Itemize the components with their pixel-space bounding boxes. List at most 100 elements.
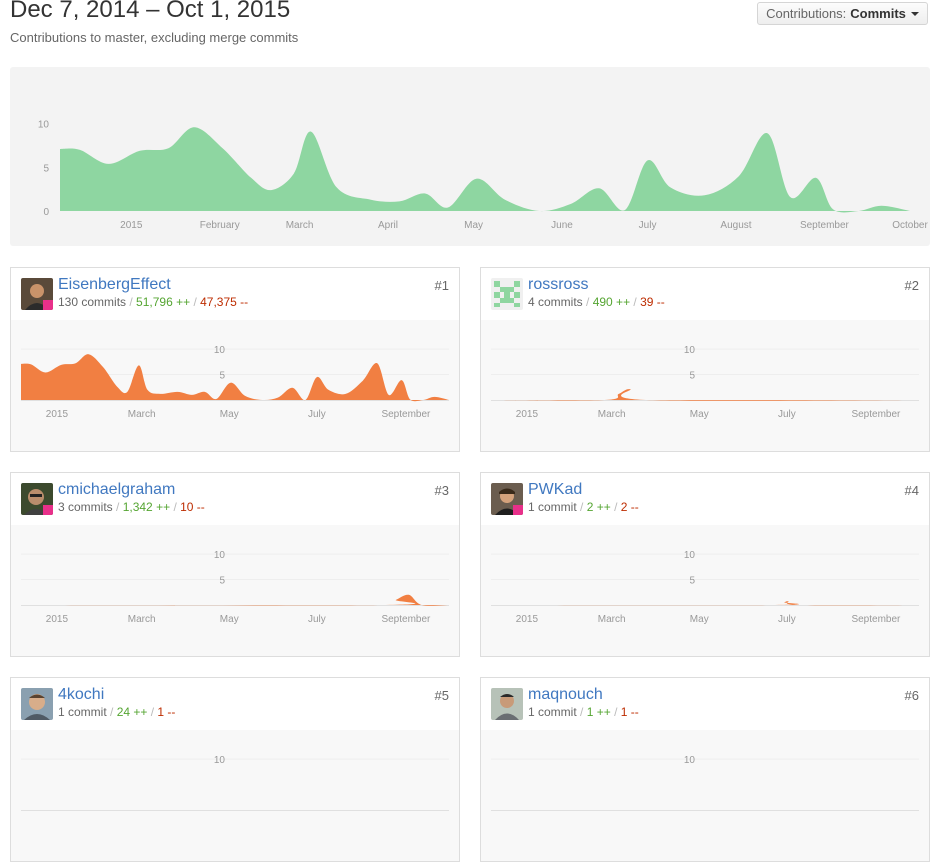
x-tick-label: May <box>690 409 709 420</box>
additions-count: 1 ++ <box>586 705 611 719</box>
deletions-count: 1 -- <box>157 705 176 719</box>
x-tick-label: March <box>128 614 156 625</box>
x-tick-label: 2015 <box>516 614 539 625</box>
x-tick-label: July <box>639 220 657 231</box>
area-series <box>21 354 449 402</box>
contributor-card: maqnouch 1 commit / 1 ++ / 1 -- #6 10 <box>480 677 930 862</box>
x-tick-label: 2015 <box>46 614 69 625</box>
y-tick-label: 5 <box>689 576 695 587</box>
contributions-value: Commits <box>850 6 906 21</box>
avatar[interactable] <box>491 688 523 720</box>
area-series <box>21 594 449 606</box>
x-tick-label: July <box>308 614 326 625</box>
additions-count: 51,796 ++ <box>136 295 191 309</box>
contributor-rank: #5 <box>434 688 449 703</box>
commit-count[interactable]: 4 commits <box>528 295 583 309</box>
x-tick-label: June <box>551 220 573 231</box>
contributor-card: 4kochi 1 commit / 24 ++ / 1 -- #5 10 <box>10 677 460 862</box>
y-tick-label: 10 <box>684 345 696 356</box>
x-tick-label: March <box>286 220 314 231</box>
additions-count: 2 ++ <box>586 500 611 514</box>
avatar[interactable] <box>21 278 53 310</box>
y-tick-label: 10 <box>214 550 226 561</box>
x-tick-label: February <box>200 220 240 231</box>
x-tick-label: July <box>308 409 326 420</box>
x-tick-label: July <box>778 614 796 625</box>
person-photo-icon <box>491 483 523 515</box>
additions-count: 1,342 ++ <box>122 500 171 514</box>
y-tick-label: 10 <box>684 550 696 561</box>
contributor-chart-svg: 5 10 2015 March May July September <box>21 550 449 625</box>
main-chart-svg: 0 5 10 2015 February March April May June July Aug… <box>38 120 929 231</box>
contributor-card: EisenbergEffect 130 commits / 51,796 ++ … <box>10 267 460 452</box>
x-tick-label: May <box>464 220 483 231</box>
contributor-rank: #1 <box>434 278 449 293</box>
avatar[interactable] <box>491 278 523 310</box>
contributor-stats: 3 commits / 1,342 ++ / 10 -- <box>58 500 205 514</box>
contributor-chart-svg: 5 10 2015 March May July September <box>491 550 919 625</box>
y-tick-label: 5 <box>219 371 225 382</box>
contributor-card: PWKad 1 commit / 2 ++ / 2 -- #4 5 10 2015 M… <box>480 472 930 657</box>
x-tick-label: September <box>851 614 901 625</box>
contributions-label: Contributions: <box>766 6 847 21</box>
contributor-rank: #6 <box>904 688 919 703</box>
date-range-title: Dec 7, 2014 – Oct 1, 2015 <box>10 0 291 23</box>
y-tick-label: 0 <box>43 207 49 218</box>
deletions-count: 2 -- <box>620 500 639 514</box>
commit-count[interactable]: 1 commit <box>58 705 107 719</box>
additions-count: 490 ++ <box>592 295 631 309</box>
x-tick-label: May <box>220 409 239 420</box>
person-photo-icon <box>491 688 523 720</box>
contributor-username[interactable]: maqnouch <box>528 686 603 703</box>
contributor-stats: 1 commit / 2 ++ / 2 -- <box>528 500 639 514</box>
contributor-username[interactable]: PWKad <box>528 481 583 498</box>
caret-down-icon <box>910 11 919 16</box>
y-tick-label: 10 <box>684 755 696 766</box>
contributor-username[interactable]: 4kochi <box>58 686 105 703</box>
contributor-stats: 4 commits / 490 ++ / 39 -- <box>528 295 665 309</box>
contributor-stats: 1 commit / 24 ++ / 1 -- <box>58 705 176 719</box>
commit-count[interactable]: 3 commits <box>58 500 113 514</box>
contributor-stats: 1 commit / 1 ++ / 1 -- <box>528 705 639 719</box>
x-tick-label: 2015 <box>516 409 539 420</box>
person-photo-icon <box>21 483 53 515</box>
x-tick-label: September <box>381 409 431 420</box>
identicon-icon <box>491 278 523 310</box>
contributor-chart-svg: 5 10 2015 March May July September <box>21 345 449 420</box>
commit-count[interactable]: 1 commit <box>528 500 577 514</box>
contributor-username[interactable]: rossross <box>528 276 589 293</box>
avatar[interactable] <box>21 688 53 720</box>
x-tick-label: 2015 <box>46 409 69 420</box>
y-tick-label: 5 <box>43 163 49 174</box>
contributions-dropdown-button[interactable]: Contributions: Commits <box>757 2 928 25</box>
x-tick-label: March <box>598 614 626 625</box>
y-tick-label: 10 <box>214 345 226 356</box>
contributor-username[interactable]: cmichaelgraham <box>58 481 176 498</box>
contributor-card: rossross 4 commits / 490 ++ / 39 -- #2 5… <box>480 267 930 452</box>
contributor-chart-svg: 10 <box>21 755 449 811</box>
y-tick-label: 10 <box>38 120 50 131</box>
y-tick-label: 10 <box>214 755 226 766</box>
x-tick-label: October <box>892 220 928 231</box>
person-photo-icon <box>21 688 53 720</box>
contributor-rank: #4 <box>904 483 919 498</box>
main-contribution-graph: 0 5 10 2015 February March April May June July Aug… <box>10 67 930 246</box>
contributor-username[interactable]: EisenbergEffect <box>58 276 171 293</box>
contributor-chart-svg: 10 <box>491 755 919 811</box>
commit-count[interactable]: 130 commits <box>58 295 127 309</box>
avatar[interactable] <box>491 483 523 515</box>
x-tick-label: March <box>598 409 626 420</box>
deletions-count: 10 -- <box>180 500 205 514</box>
person-photo-icon <box>21 278 53 310</box>
avatar[interactable] <box>21 483 53 515</box>
deletions-count: 39 -- <box>640 295 665 309</box>
contributor-stats: 130 commits / 51,796 ++ / 47,375 -- <box>58 295 249 309</box>
commit-count[interactable]: 1 commit <box>528 705 577 719</box>
area-series <box>60 127 910 213</box>
area-series <box>491 601 919 606</box>
subtitle: Contributions to master, excluding merge… <box>10 30 299 45</box>
y-tick-label: 5 <box>689 371 695 382</box>
contributor-rank: #2 <box>904 278 919 293</box>
x-tick-label: April <box>378 220 398 231</box>
contributor-chart-svg: 5 10 2015 March May July September <box>491 345 919 420</box>
